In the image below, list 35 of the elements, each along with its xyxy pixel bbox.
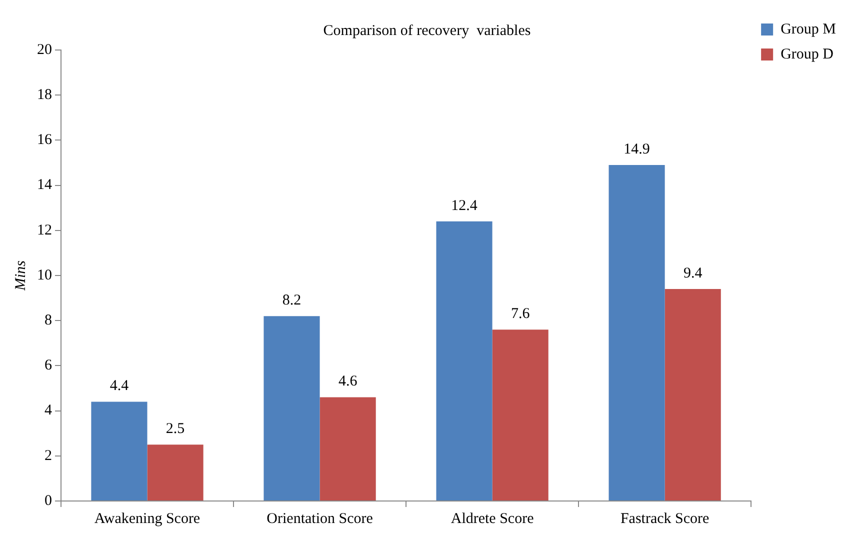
data-label: 2.5 — [166, 421, 185, 438]
data-label: 14.9 — [624, 141, 650, 158]
bar — [608, 165, 665, 500]
bar — [492, 330, 548, 500]
y-tick-label: 2 — [44, 448, 52, 464]
y-tick-label: 16 — [37, 132, 52, 148]
bar — [264, 316, 320, 500]
y-tick-label: 8 — [44, 312, 52, 329]
bar — [91, 402, 148, 500]
x-tick-label: Orientation Score — [266, 510, 374, 527]
y-tick-label: 20 — [37, 42, 52, 58]
legend-label: Group M — [780, 21, 836, 38]
x-tick-label: Fastrack Score — [620, 510, 710, 527]
y-tick-label: 10 — [37, 267, 52, 284]
chart-title: Comparison of recovery variables — [323, 22, 531, 39]
y-axis-title: Mins — [12, 260, 29, 292]
bar — [147, 444, 204, 500]
data-label: 9.4 — [683, 265, 703, 282]
y-tick-label: 4 — [44, 402, 52, 419]
y-tick-label: 12 — [37, 222, 52, 238]
y-tick-label: 18 — [37, 87, 52, 104]
data-label: 7.6 — [510, 306, 530, 322]
y-tick-label: 6 — [44, 358, 52, 374]
x-tick-label: Awakening Score — [94, 510, 200, 527]
y-tick-label: 14 — [37, 177, 52, 194]
x-tick-label: Aldrete Score — [450, 510, 534, 527]
bar — [664, 289, 721, 500]
data-label: 4.4 — [110, 378, 130, 394]
data-label: 12.4 — [451, 198, 478, 214]
bar — [436, 221, 492, 500]
data-label: 8.2 — [282, 292, 302, 309]
y-tick-label: 0 — [44, 492, 52, 509]
legend-label: Group D — [780, 46, 834, 62]
data-label: 4.6 — [338, 374, 358, 390]
bar — [320, 397, 376, 500]
